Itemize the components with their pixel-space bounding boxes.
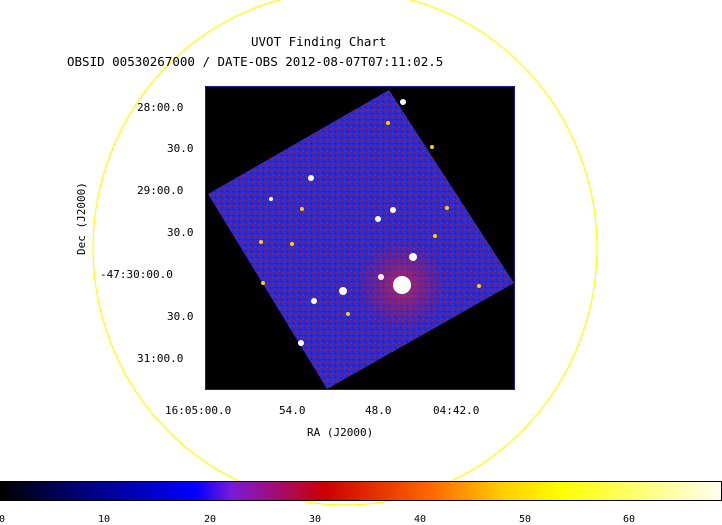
exposure-region xyxy=(208,90,514,389)
x-axis-label: RA (J2000) xyxy=(307,426,374,439)
sky-field xyxy=(208,90,514,389)
chart-subtitle: OBSID 00530267000 / DATE-OBS 2012-08-07T… xyxy=(67,54,444,69)
colorbar-tick-40: 40 xyxy=(413,514,427,525)
colorbar-tick-30: 30 xyxy=(308,514,322,525)
star-field xyxy=(269,99,417,346)
y-tick-7: 31:00.0 xyxy=(137,352,184,365)
y-tick-6: 30.0 xyxy=(167,310,194,323)
colorbar-tick-10: 10 xyxy=(97,514,111,525)
sky-image xyxy=(205,86,515,390)
x-tick-2: 54.0 xyxy=(279,404,306,417)
y-tick-1: 28:00.0 xyxy=(137,101,184,114)
colorbar xyxy=(0,481,722,501)
chart-title: UVOT Finding Chart xyxy=(251,34,387,49)
colorbar-tick-50: 50 xyxy=(518,514,532,525)
bright-source xyxy=(393,276,411,294)
x-tick-1: 16:05:00.0 xyxy=(165,404,232,417)
x-tick-3: 48.0 xyxy=(365,404,392,417)
y-axis-label: Dec (J2000) xyxy=(75,182,88,255)
y-tick-3: 29:00.0 xyxy=(137,184,184,197)
y-tick-4: 30.0 xyxy=(167,226,194,239)
colorbar-tick-20: 20 xyxy=(203,514,217,525)
colorbar-tick-0: 0 xyxy=(0,514,6,525)
y-tick-5: -47:30:00.0 xyxy=(100,268,173,281)
y-tick-2: 30.0 xyxy=(167,142,194,155)
x-tick-4: 04:42.0 xyxy=(433,404,480,417)
colorbar-tick-60: 60 xyxy=(622,514,636,525)
